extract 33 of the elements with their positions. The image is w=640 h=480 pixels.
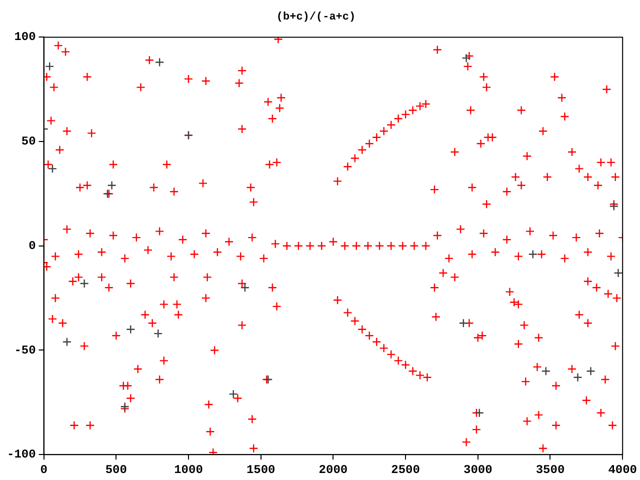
point — [228, 389, 238, 399]
x-tick-label: 3500 — [536, 462, 565, 477]
point — [614, 268, 623, 278]
x-tick-label: 1000 — [174, 462, 203, 477]
x-tick-label: 4000 — [608, 462, 638, 477]
point — [240, 283, 250, 292]
x-tick-label: 1500 — [246, 462, 276, 477]
point — [474, 408, 484, 418]
point — [126, 324, 136, 334]
point — [154, 328, 163, 338]
point — [541, 366, 551, 376]
y-tick-label: 0 — [28, 238, 36, 253]
point — [48, 164, 58, 174]
x-tick-label: 3000 — [463, 462, 492, 477]
point — [107, 180, 116, 190]
point — [44, 62, 54, 72]
y-tick-label: 50 — [21, 134, 36, 149]
point — [573, 372, 582, 382]
x-tick-label: 2000 — [318, 462, 348, 477]
point — [528, 250, 538, 259]
x-tick-label: 2500 — [391, 462, 420, 477]
point — [62, 337, 72, 346]
y-tick-label: -50 — [14, 343, 36, 358]
x-tick-label: 500 — [105, 462, 127, 477]
point — [80, 278, 89, 288]
y-tick-label: 100 — [14, 30, 36, 44]
point — [462, 53, 471, 63]
chart-title: (b+c)/(-a+c) — [276, 11, 356, 24]
x-tick-label: 0 — [40, 462, 48, 477]
point — [458, 318, 468, 328]
y-tick-label: -100 — [6, 448, 36, 462]
point — [154, 58, 164, 67]
point — [586, 366, 596, 376]
